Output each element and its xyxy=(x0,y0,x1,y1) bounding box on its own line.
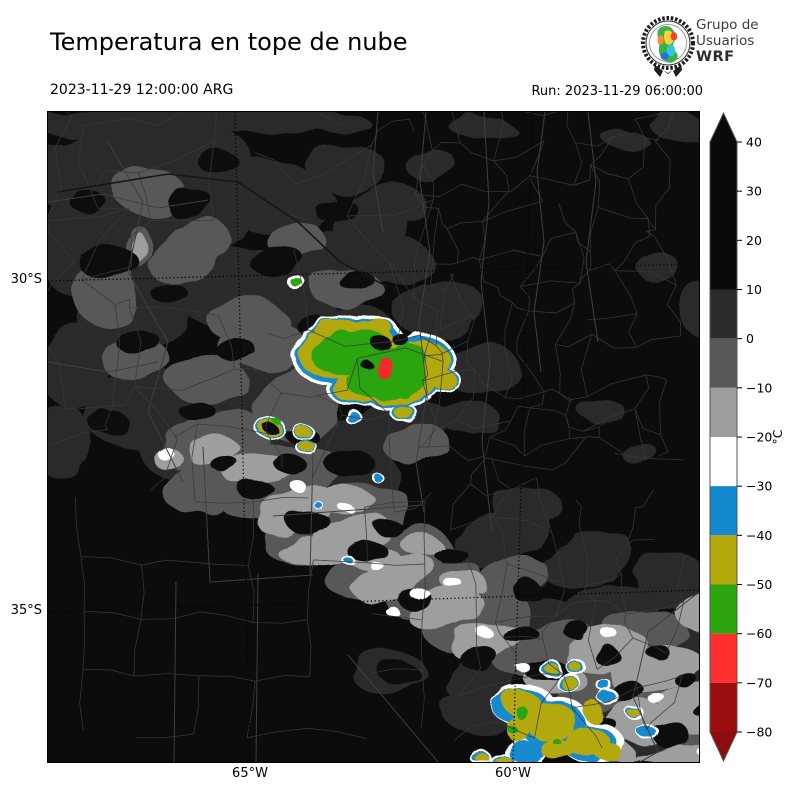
colorbar-arrow-bottom xyxy=(710,732,737,761)
colorbar-tick-label: −30 xyxy=(746,479,772,494)
logo-line-2: Usuarios xyxy=(696,33,755,49)
wrf-logo-text: Grupo de Usuarios WRF xyxy=(696,17,759,65)
colorbar-tick-label: 40 xyxy=(746,135,762,150)
colorbar-segment xyxy=(710,387,737,437)
admin-boundaries-major xyxy=(48,112,699,762)
lon-tick-60w: 60°W xyxy=(495,766,531,781)
cloud-layer-r xyxy=(376,357,394,379)
colorbar-tick-label: −50 xyxy=(746,577,772,592)
colorbar-tick-label: 10 xyxy=(746,282,762,297)
colorbar-segment xyxy=(710,535,737,585)
colorbar-segment xyxy=(710,584,737,634)
colorbar-tick-label: −20 xyxy=(746,430,772,445)
colorbar-tick-label: −70 xyxy=(746,675,772,690)
colorbar-segment xyxy=(710,289,737,339)
map-layers xyxy=(48,112,699,762)
lon-tick-65w: 65°W xyxy=(232,766,268,781)
colorbar-segment xyxy=(710,486,737,536)
colorbar: 40 30 20 10 0 −10 −20 −30 −40 −50 −60 −70 −80 °C xyxy=(700,108,800,770)
colorbar-svg: 40 30 20 10 0 −10 −20 −30 −40 −50 −60 −70 −80 °C xyxy=(709,111,785,763)
map-canvas xyxy=(47,111,700,763)
wrf-logo: Grupo de Usuarios WRF xyxy=(641,13,799,83)
page-title: Temperatura en tope de nube xyxy=(50,28,408,56)
logo-line-3: WRF xyxy=(696,49,735,65)
cloud-layer-bg1 xyxy=(70,150,699,762)
colorbar-segment xyxy=(710,437,737,487)
logo-line-1: Grupo de xyxy=(696,17,759,33)
colorbar-tick-label: −60 xyxy=(746,626,772,641)
lat-tick-35s: 35°S xyxy=(10,603,42,618)
admin-boundaries-mesh xyxy=(48,112,686,749)
colorbar-tick-label: −40 xyxy=(746,528,772,543)
colorbar-segment xyxy=(710,142,737,290)
colorbar-tick-label: 20 xyxy=(746,233,762,248)
colorbar-segment xyxy=(710,682,737,732)
colorbar-unit-label: °C xyxy=(770,429,785,444)
colorbar-tick-label: 0 xyxy=(746,331,754,346)
colorbar-segment xyxy=(710,338,737,388)
colorbar-tick-label: −10 xyxy=(746,380,772,395)
colorbar-segment xyxy=(710,633,737,683)
valid-time-label: 2023-11-29 12:00:00 ARG xyxy=(50,82,234,98)
river-line xyxy=(57,173,389,288)
lat-tick-30s: 30°S xyxy=(10,272,42,287)
wrf-logo-emblem xyxy=(641,16,695,77)
colorbar-tick-label: 30 xyxy=(746,184,762,199)
cloud-layer-bg2 xyxy=(263,333,408,433)
colorbar-arrow-top xyxy=(710,113,737,142)
run-time-label: Run: 2023-11-29 06:00:00 xyxy=(531,84,703,99)
cloud-top-map xyxy=(48,112,699,762)
colorbar-tick-label: −80 xyxy=(746,725,772,740)
